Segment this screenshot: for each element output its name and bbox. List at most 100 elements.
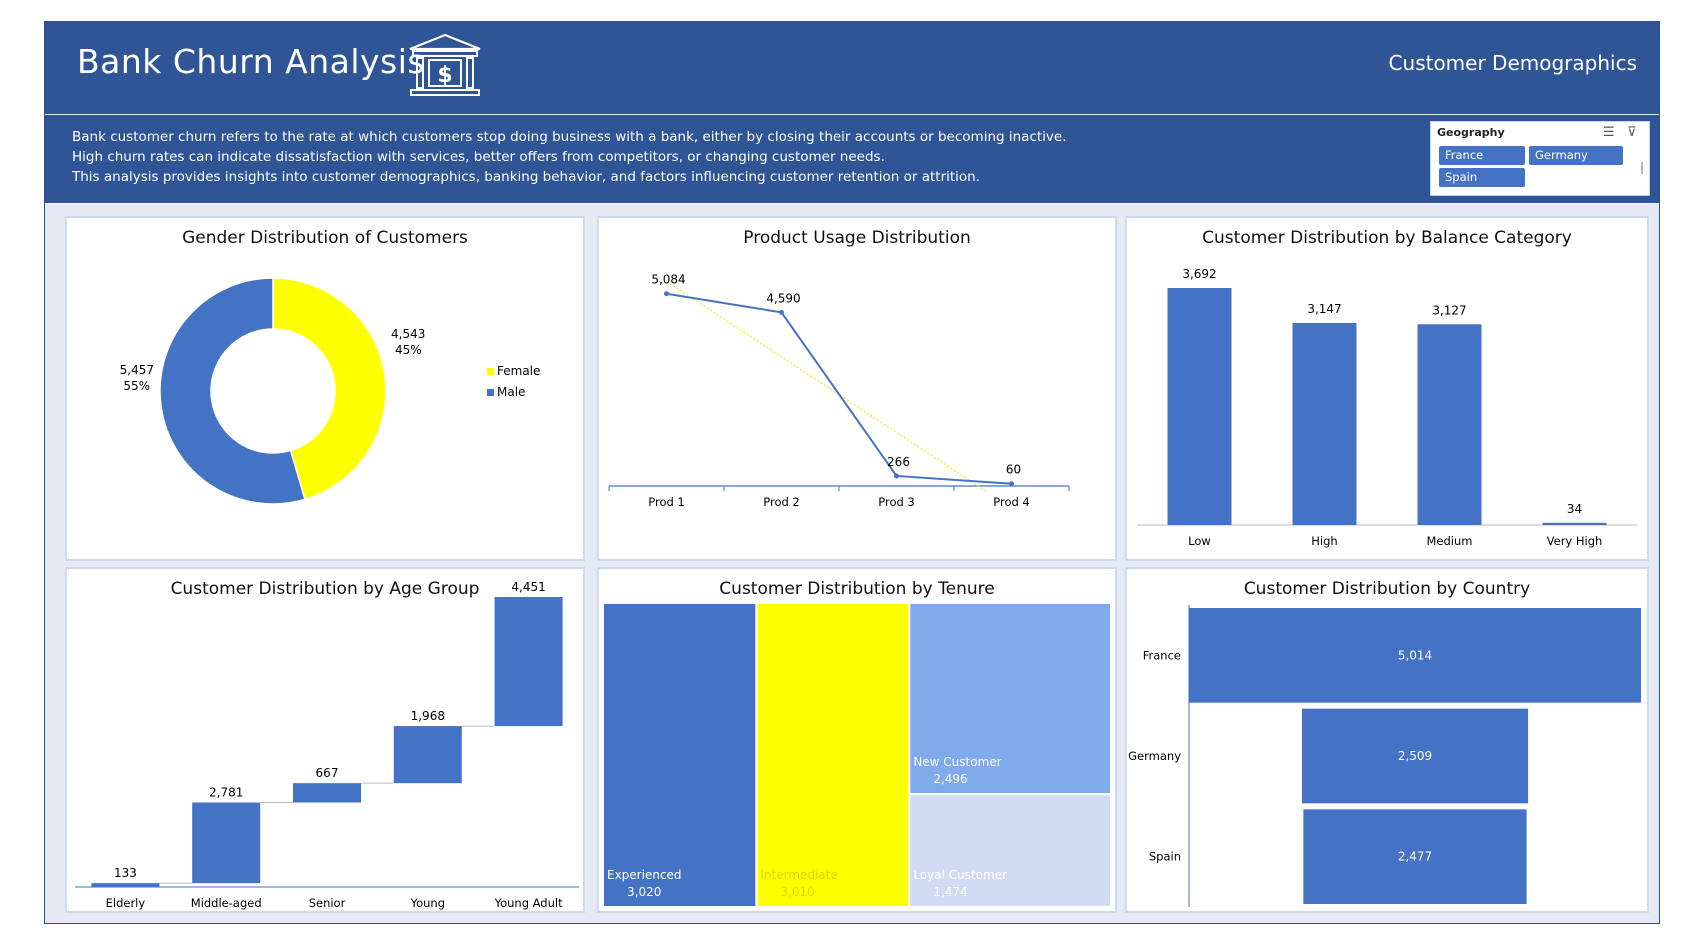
- header-bar: Bank Churn Analysis $ Customer Demograph…: [45, 22, 1659, 115]
- legend-label-female: Female: [497, 364, 540, 378]
- country-chart-title: Customer Distribution by Country: [1243, 579, 1531, 599]
- svg-text:$: $: [437, 63, 452, 88]
- x-tick-label: Prod 1: [648, 495, 685, 509]
- gender-donut-chart: 4,543 45% 5,457 55% Female Male: [120, 277, 540, 505]
- bar-value-label: 5,014: [1398, 648, 1432, 662]
- legend-label-male: Male: [497, 385, 525, 399]
- tenure-panel: Customer Distribution by Tenure Experien…: [597, 567, 1117, 913]
- treemap-value: 1,474: [933, 885, 967, 899]
- product-panel: Product Usage Distribution 5,084 Prod 1 4,…: [597, 216, 1117, 561]
- dashboard: Bank Churn Analysis $ Customer Demograph…: [44, 21, 1660, 924]
- dashboard-title: Bank Churn Analysis: [77, 42, 426, 81]
- data-point: [664, 291, 669, 297]
- treemap-value: 2,496: [933, 772, 967, 786]
- x-tick-label: Elderly: [106, 896, 146, 910]
- x-tick-label: Middle-aged: [191, 896, 262, 910]
- waterfall-bar: [494, 597, 563, 727]
- bar-value-label: 34: [1567, 502, 1582, 516]
- bar-value-label: 1,968: [411, 709, 445, 723]
- data-point: [1009, 481, 1014, 487]
- treemap-tile-loyal-customer: [908, 793, 1112, 908]
- waterfall-bar: [192, 802, 261, 884]
- x-tick-label: Prod 4: [993, 495, 1030, 509]
- bar-value-label: 2,781: [209, 785, 243, 799]
- donut-percent-label: 45%: [395, 343, 422, 357]
- tenure-chart-title: Customer Distribution by Tenure: [719, 579, 995, 599]
- slicer-option-france[interactable]: France: [1439, 146, 1525, 165]
- gender-chart-title: Gender Distribution of Customers: [182, 228, 468, 248]
- description-line: Bank customer churn refers to the rate a…: [72, 129, 1067, 145]
- x-tick-label: Young Adult: [494, 896, 564, 910]
- country-panel: Customer Distribution by Country 5,014 Fr…: [1125, 567, 1649, 913]
- slicer-title: Geography: [1437, 126, 1505, 139]
- treemap-label: Loyal Customer: [913, 868, 1007, 882]
- clear-filter-icon[interactable]: ⊽: [1627, 125, 1637, 140]
- data-label: 5,084: [651, 273, 685, 287]
- x-tick-label: Low: [1188, 534, 1211, 548]
- tenure-treemap-chart: Experienced 3,020 Intermediate 3,010 New Cus…: [602, 602, 1112, 908]
- data-point: [779, 309, 784, 315]
- product-line-chart: 5,084 Prod 1 4,590 Prod 2 266 Prod 3 60 Prod 4: [608, 273, 1070, 509]
- funnel-bar-france: [1189, 608, 1641, 703]
- product-chart-title: Product Usage Distribution: [743, 228, 971, 248]
- bar-very-high: [1542, 522, 1607, 525]
- geography-slicer[interactable]: Geography ☰ ⊽ France Germany Spain: [1430, 121, 1650, 196]
- country-funnel-chart: 5,014 France 2,509 Germany 2,477 Spain: [1128, 605, 1641, 907]
- y-tick-label: France: [1143, 648, 1181, 662]
- y-tick-label: Spain: [1149, 850, 1181, 864]
- x-tick-label: Prod 2: [763, 495, 800, 509]
- balance-bar-chart: 3,692 Low 3,147 High 3,127 Medium 34 Very High: [1137, 267, 1637, 548]
- x-tick-label: Senior: [309, 896, 346, 910]
- gender-panel: Gender Distribution of Customers 4,543 45…: [65, 216, 585, 561]
- x-tick-label: High: [1311, 534, 1337, 548]
- funnel-bar-germany: [1301, 708, 1529, 804]
- trendline: [666, 281, 988, 493]
- x-tick-label: Prod 3: [878, 495, 915, 509]
- description-line: This analysis provides insights into cus…: [72, 169, 981, 185]
- bar-high: [1292, 322, 1357, 525]
- age-panel: Customer Distribution by Age Group 133 El…: [65, 567, 585, 913]
- donut-percent-label: 55%: [123, 379, 150, 393]
- bar-medium: [1417, 324, 1482, 525]
- description-line: High churn rates can indicate dissatisfa…: [72, 149, 885, 165]
- treemap-value: 3,020: [627, 885, 661, 899]
- bar-low: [1167, 288, 1232, 525]
- bar-value-label: 133: [114, 866, 137, 880]
- treemap-value: 3,010: [780, 885, 814, 899]
- bar-value-label: 667: [316, 766, 339, 780]
- page-subtitle: Customer Demographics: [1388, 51, 1637, 75]
- bar-value-label: 2,509: [1398, 749, 1432, 763]
- x-tick-label: Very High: [1547, 534, 1603, 548]
- bar-value-label: 3,147: [1307, 302, 1341, 316]
- slicer-scrollbar[interactable]: [1641, 162, 1643, 174]
- data-point: [894, 473, 899, 479]
- multi-select-icon[interactable]: ☰: [1603, 125, 1615, 140]
- waterfall-bar: [393, 726, 462, 784]
- x-tick-label: Young: [410, 896, 445, 910]
- series-line: [666, 292, 1012, 485]
- bar-value-label: 3,127: [1432, 303, 1466, 317]
- waterfall-bar: [91, 883, 160, 887]
- slicer-option-spain[interactable]: Spain: [1439, 168, 1525, 187]
- treemap-tile-experienced: [602, 602, 758, 908]
- bank-dollar-icon: $: [409, 33, 481, 96]
- y-tick-label: Germany: [1128, 749, 1181, 763]
- age-waterfall-chart: 133 Elderly 2,781 Middle-aged 667 Senior 1,968…: [75, 580, 579, 910]
- balance-chart-title: Customer Distribution by Balance Categor…: [1202, 228, 1572, 248]
- funnel-bar-spain: [1303, 809, 1527, 904]
- slicer-option-germany[interactable]: Germany: [1529, 146, 1623, 165]
- treemap-tile-intermediate: [755, 602, 911, 908]
- balance-panel: Customer Distribution by Balance Categor…: [1125, 216, 1649, 561]
- data-label: 4,590: [766, 291, 800, 305]
- donut-value-label: 4,543: [391, 327, 425, 341]
- data-label: 60: [1006, 463, 1021, 477]
- description-bar: Bank customer churn refers to the rate a…: [45, 115, 1659, 203]
- bar-value-label: 2,477: [1398, 850, 1432, 864]
- x-tick-label: Medium: [1427, 534, 1473, 548]
- data-label: 266: [887, 455, 910, 469]
- donut-slice-male: [159, 277, 306, 505]
- bar-value-label: 4,451: [511, 580, 545, 594]
- bar-value-label: 3,692: [1182, 267, 1216, 281]
- treemap-label: New Customer: [913, 755, 1001, 769]
- age-chart-title: Customer Distribution by Age Group: [170, 579, 480, 599]
